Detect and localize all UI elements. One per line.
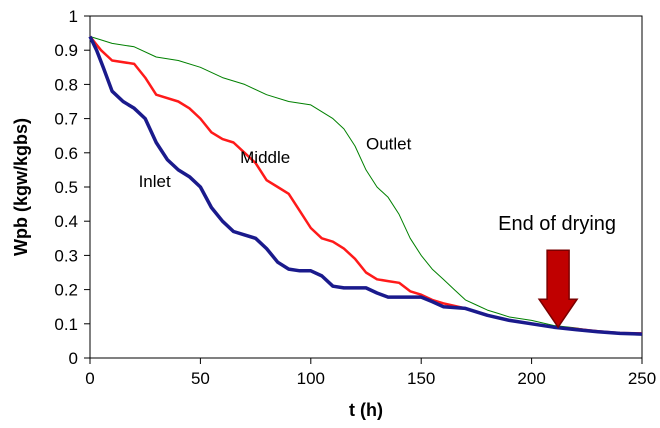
series-label-outlet: Outlet [366, 134, 412, 153]
y-tick-label: 0.7 [54, 110, 78, 129]
x-tick-label: 250 [628, 369, 656, 388]
annotation-layer: End of drying [498, 213, 616, 329]
y-tick-label: 0.6 [54, 144, 78, 163]
series-line-inlet [88, 35, 643, 336]
y-tick-label: 0.3 [54, 246, 78, 265]
y-tick-label: 0.2 [54, 281, 78, 300]
series-layer: Inlet Middle Outlet [88, 35, 643, 336]
series-label-middle: Middle [240, 148, 290, 167]
y-tick-label: 0.9 [54, 41, 78, 60]
y-tick-label: 0 [69, 349, 78, 368]
series-line-outlet [89, 36, 643, 335]
y-tick-label: 0.1 [54, 315, 78, 334]
x-axis-title: t (h) [349, 400, 383, 420]
x-axis: 0 50 100 150 200 250 [85, 358, 656, 388]
x-tick-label: 100 [297, 369, 325, 388]
x-tick-label: 200 [517, 369, 545, 388]
x-tick-label: 150 [407, 369, 435, 388]
y-tick-label: 0.8 [54, 75, 78, 94]
y-tick-label: 0.4 [54, 212, 78, 231]
y-tick-label: 0.5 [54, 178, 78, 197]
x-tick-label: 50 [191, 369, 210, 388]
end-of-drying-arrow [537, 249, 579, 329]
y-tick-label: 1 [69, 7, 78, 26]
series-label-inlet: Inlet [139, 172, 171, 191]
x-tick-label: 0 [85, 369, 94, 388]
y-axis: 0 0.1 0.2 0.3 0.4 0.5 0.6 0.7 0.8 0.9 1 [54, 7, 90, 368]
end-of-drying-label: End of drying [498, 213, 616, 235]
y-axis-title: Wpb (kgw/kgbs) [11, 118, 31, 256]
